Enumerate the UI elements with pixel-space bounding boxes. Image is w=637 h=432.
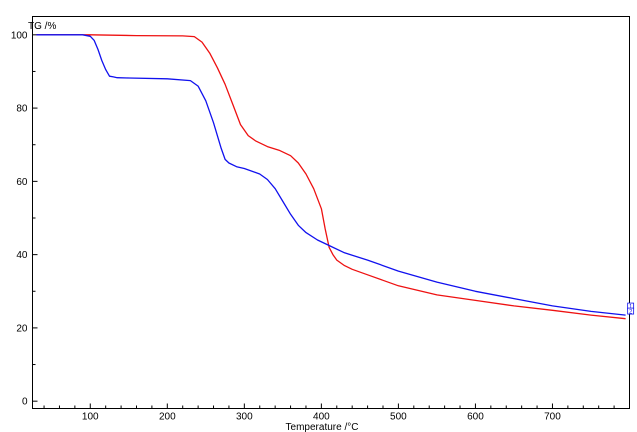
axis-ticks: 100 200 300 400 500 600 700 0 20 40 60 80 100: [11, 30, 615, 423]
y-tick-label: 20: [16, 323, 28, 334]
series-1-line: [36, 34, 626, 320]
end-marker-label: 1: [629, 305, 633, 311]
x-tick-label: 200: [159, 412, 176, 423]
x-tick-label: 300: [236, 412, 253, 423]
x-tick-label: 100: [82, 412, 99, 423]
x-axis-title: Temperature /°C: [286, 422, 359, 432]
y-axis-title: TG /%: [28, 21, 56, 32]
y-tick-label: 0: [22, 397, 28, 408]
x-tick-label: 700: [544, 412, 561, 423]
plot-frame: [32, 16, 630, 409]
y-tick-label: 40: [16, 250, 28, 261]
y-tick-label: 60: [16, 177, 28, 188]
y-tick-label: 80: [16, 104, 28, 115]
end-marker-box: [627, 307, 635, 315]
series-2-line: [36, 34, 626, 316]
x-tick-label: 600: [467, 412, 484, 423]
data-series: [36, 34, 626, 320]
y-tick-label: 100: [11, 30, 28, 41]
end-markers: 12: [627, 302, 635, 316]
x-tick-label: 500: [390, 412, 407, 423]
end-marker-label: 2: [629, 310, 633, 316]
end-marker-2: 2: [627, 307, 635, 316]
x-tick-label: 400: [313, 412, 330, 423]
